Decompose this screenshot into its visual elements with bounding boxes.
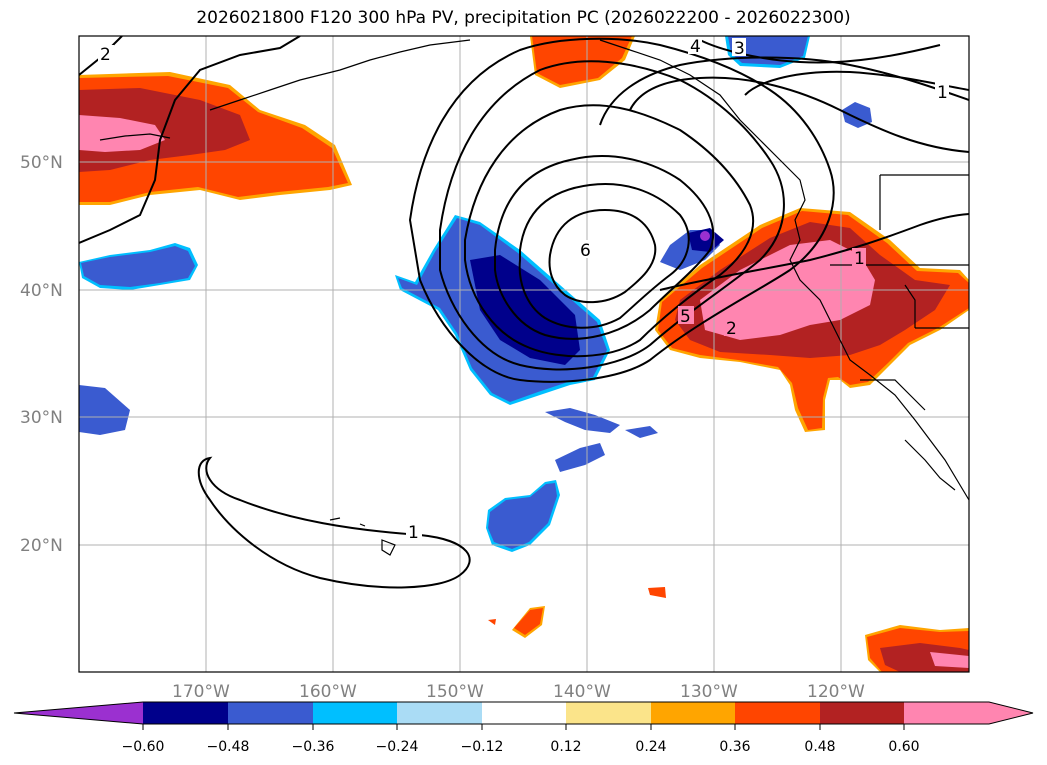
- contour-label-1-east: 1: [854, 249, 865, 269]
- lon-label-160w: 160°W: [299, 682, 357, 702]
- colorbar-segment-5: [482, 702, 566, 724]
- positive-anomaly-west: [79, 72, 352, 205]
- contour-label-6: 6: [580, 241, 591, 261]
- colorbar: −0.60 −0.48 −0.36 −0.24 −0.12 0.12 0.24 …: [13, 701, 1034, 755]
- colorbar-arrow-high: [904, 702, 1033, 724]
- colorbar-segment-7: [651, 702, 735, 724]
- map-frame: [78, 35, 970, 673]
- lat-label-50n: 50°N: [20, 153, 63, 173]
- colorbar-segment-8: [735, 702, 820, 724]
- colorbar-segment-2: [228, 702, 313, 724]
- longitude-labels: 170°W 160°W 150°W 140°W 130°W 120°W: [172, 682, 865, 702]
- lon-label-130w: 130°W: [680, 682, 738, 702]
- lat-label-30n: 30°N: [20, 408, 63, 428]
- lon-label-140w: 140°W: [553, 682, 611, 702]
- contour-label-5: 5: [680, 307, 691, 327]
- colorbar-segment-6: [566, 702, 651, 724]
- colorbar-segment-3: [313, 702, 397, 724]
- lon-label-150w: 150°W: [426, 682, 484, 702]
- colorbar-tick-label: −0.24: [376, 739, 419, 755]
- lon-label-170w: 170°W: [172, 682, 230, 702]
- negative-anomaly-west: [79, 243, 198, 435]
- pv-contours: [79, 36, 969, 589]
- lat-label-20n: 20°N: [20, 536, 63, 556]
- colorbar-segment-1: [143, 702, 228, 724]
- colorbar-tick-label: −0.12: [461, 739, 504, 755]
- contour-label-2-west: 2: [100, 45, 111, 65]
- positive-anomaly-small: [488, 587, 969, 672]
- colorbar-tick-label: −0.36: [292, 739, 335, 755]
- colorbar-tick-label: 0.12: [550, 739, 581, 755]
- colorbar-tick-label: 0.48: [804, 739, 835, 755]
- contour-label-2-east: 2: [726, 319, 737, 339]
- contour-label-3: 3: [734, 39, 745, 59]
- latitude-labels: 50°N 40°N 30°N 20°N: [20, 153, 63, 556]
- colorbar-tick-label: 0.60: [888, 739, 919, 755]
- colorbar-tick-label: −0.48: [207, 739, 250, 755]
- contour-labels: 2 4 3 1 6 5 2 1 1: [98, 36, 949, 543]
- map-title: 2026021800 F120 300 hPa PV, precipitatio…: [196, 8, 851, 28]
- lon-label-120w: 120°W: [807, 682, 865, 702]
- contour-label-4: 4: [690, 37, 701, 57]
- colorbar-segment-4: [397, 702, 482, 724]
- map-panel: 2 4 3 1 6 5 2 1 1: [79, 36, 969, 672]
- colorbar-tick-label: −0.60: [122, 739, 165, 755]
- colorbar-segment-9: [820, 702, 904, 724]
- lat-label-40n: 40°N: [20, 281, 63, 301]
- negative-anomaly-islands: [486, 228, 724, 552]
- colorbar-tick-label: 0.36: [719, 739, 750, 755]
- contour-label-1-north: 1: [937, 83, 948, 103]
- colorbar-tick-label: 0.24: [635, 739, 666, 755]
- colorbar-arrow-low: [14, 702, 143, 724]
- contour-label-1-south: 1: [408, 523, 419, 543]
